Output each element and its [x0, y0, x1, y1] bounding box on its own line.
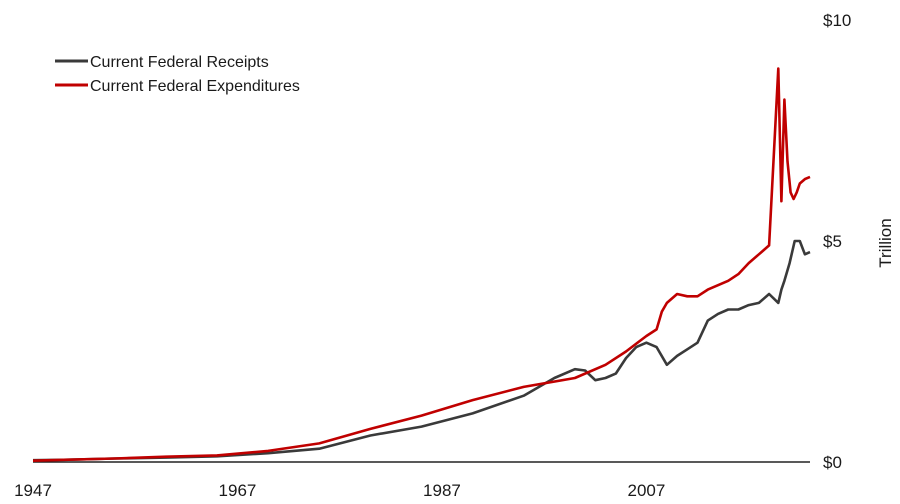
- series-line-expenditures: [32, 67, 811, 462]
- x-tick-label: 2007: [628, 481, 666, 500]
- x-tick-label: 1987: [423, 481, 461, 500]
- y-axis-ticks: $0 $5 $10: [823, 11, 851, 472]
- y-axis-title: Trillion: [876, 218, 895, 267]
- y-tick-label: $0: [823, 453, 842, 472]
- x-tick-label: 1967: [219, 481, 257, 500]
- x-tick-label: 1947: [14, 481, 52, 500]
- y-tick-label: $10: [823, 11, 851, 30]
- y-tick-label: $5: [823, 232, 842, 251]
- series-line-receipts: [32, 239, 811, 462]
- series-layer: [32, 67, 811, 462]
- legend-label-receipts: Current Federal Receipts: [90, 54, 269, 71]
- legend-label-expenditures: Current Federal Expenditures: [90, 78, 300, 95]
- legend: Current Federal Receipts Current Federal…: [55, 54, 300, 95]
- x-axis-ticks: 1947 1967 1987 2007: [14, 481, 665, 500]
